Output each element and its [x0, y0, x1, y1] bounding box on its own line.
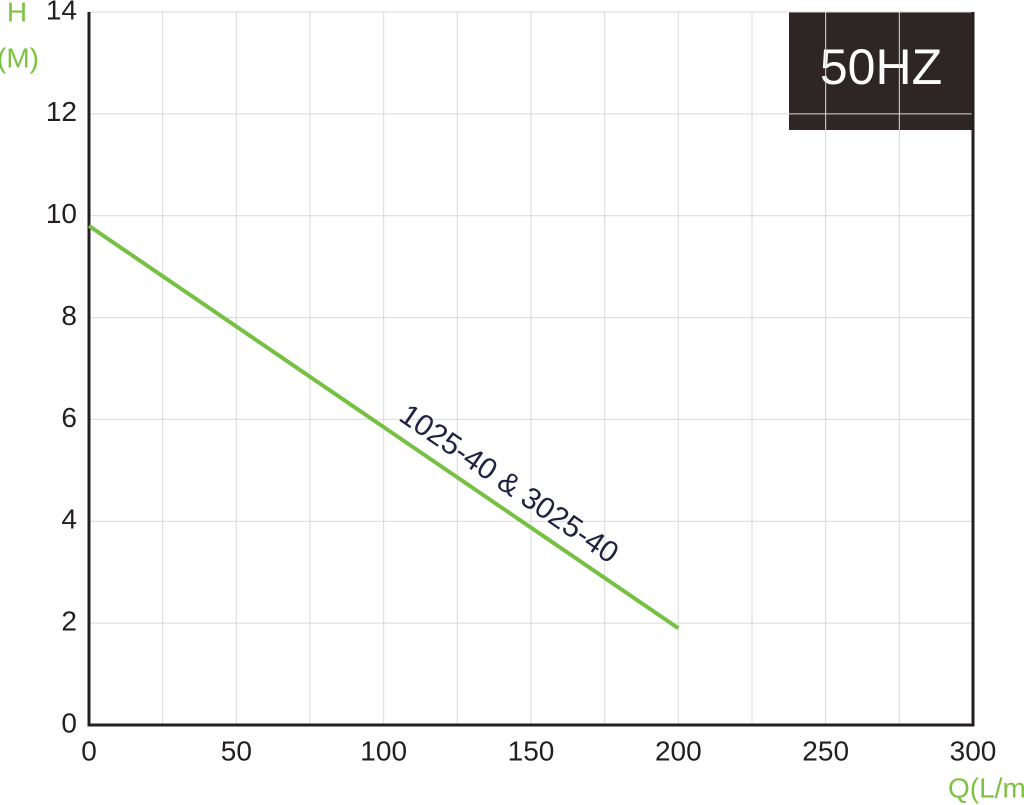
- curve: [87, 224, 680, 630]
- x-tick-label: 100: [360, 735, 407, 766]
- y-tick-label: 12: [46, 96, 77, 127]
- y-tick-label: 6: [61, 402, 77, 433]
- x-tick-label: 0: [81, 735, 97, 766]
- y-tick-label: 10: [46, 198, 77, 229]
- curve-label: 1025-40 & 3025-40: [394, 398, 625, 570]
- y-axis-unit: (M): [0, 42, 39, 73]
- y-tick-label: 2: [61, 606, 77, 637]
- x-axis-label: Q(L/m): [948, 772, 1024, 803]
- x-tick-label: 150: [508, 735, 555, 766]
- y-tick-label: 8: [61, 300, 77, 331]
- y-axis-label: H: [7, 0, 27, 27]
- title-box: [789, 12, 973, 130]
- y-tick-label: 4: [61, 504, 77, 535]
- y-tick-label: 0: [61, 707, 77, 738]
- y-tick-label: 14: [46, 0, 77, 25]
- chart-title: 50HZ: [820, 39, 942, 95]
- x-tick-label: 300: [950, 735, 997, 766]
- x-tick-label: 250: [802, 735, 849, 766]
- plot-frame: [87, 12, 975, 727]
- x-tick-label: 50: [221, 735, 252, 766]
- x-tick-label: 200: [655, 735, 702, 766]
- grid: [88, 11, 974, 726]
